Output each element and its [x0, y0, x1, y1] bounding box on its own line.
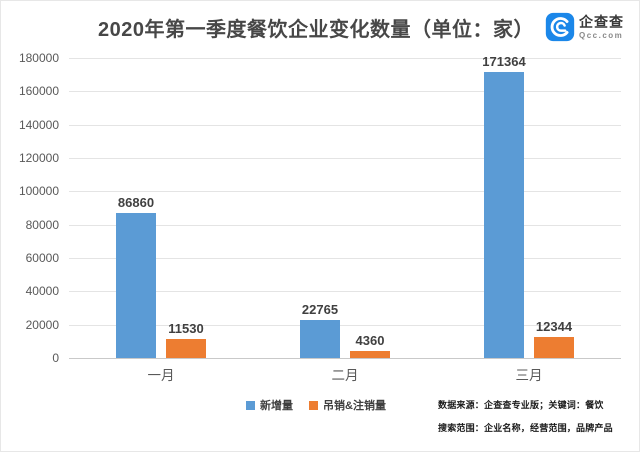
x-category-label: 一月 [147, 368, 175, 383]
plot-area [69, 58, 621, 359]
gridline [69, 324, 621, 326]
x-category-label: 二月 [331, 368, 359, 383]
qcc-swirl-icon [545, 12, 575, 42]
legend-label: 吊销&注销量 [323, 400, 386, 412]
bar: 171364 [482, 54, 526, 358]
bar: 11530 [166, 321, 206, 358]
y-tick-label: 80000 [25, 217, 59, 232]
legend-label: 新增量 [260, 400, 294, 412]
scope-note: 搜索范围：企业名称，经营范围，品牌产品 [438, 423, 613, 433]
bar-value-label: 12344 [535, 319, 573, 335]
bar-value-label: 22765 [301, 302, 339, 318]
y-tick-label: 60000 [25, 251, 59, 265]
bar-value-label: 171364 [482, 54, 526, 70]
y-tick-label: 120000 [18, 151, 59, 165]
bar-value-label: 86860 [117, 195, 155, 211]
qcc-logo-text: 企查查 Qcc.com [579, 15, 624, 40]
bar: 12344 [534, 319, 574, 358]
legend-item: 新增量 [246, 397, 293, 413]
gridline [69, 291, 621, 293]
source-note: 数据来源：企查查专业版；关键词：餐饮 [438, 400, 604, 410]
legend-swatch [246, 400, 256, 410]
bar-group: 86860 11530 [69, 58, 253, 358]
gridline [69, 258, 621, 259]
footnotes: 数据来源：企查查专业版；关键词：餐饮 搜索范围：企业名称，经营范围，品牌产品 [438, 399, 613, 435]
bar: 4360 [350, 333, 390, 358]
gridline [69, 158, 621, 159]
bar-group: 171364 12344 [437, 54, 621, 358]
x-axis-labels: 一月 二月 三月 [69, 364, 621, 384]
y-tick-label: 0 [52, 351, 59, 365]
gridline [69, 58, 621, 59]
legend-swatch [309, 400, 319, 410]
y-axis-labels: 0 20000 40000 60000 80000 100000 120000 140000 1… [1, 51, 59, 365]
bar-value-label: 11530 [168, 320, 204, 336]
y-tick-label: 20000 [25, 317, 59, 332]
logo-domain: Qcc.com [579, 30, 624, 40]
y-tick-label: 140000 [18, 117, 59, 132]
bar: 22765 [300, 302, 340, 358]
y-tick-label: 160000 [18, 84, 59, 99]
legend-item: 吊销&注销量 [309, 397, 386, 413]
bar-group: 22765 4360 [253, 58, 437, 358]
chart-title: 2020年第一季度餐饮企业变化数量（单位：家） [98, 19, 534, 41]
gridline [69, 358, 621, 359]
qcc-logo: 企查查 Qcc.com [545, 12, 624, 42]
y-tick-label: 180000 [18, 51, 59, 65]
gridline [69, 191, 621, 193]
bar: 86860 [116, 195, 156, 358]
x-category-label: 三月 [515, 368, 543, 383]
gridline [69, 224, 621, 226]
y-tick-label: 40000 [25, 284, 59, 299]
bar-value-label: 4360 [355, 332, 385, 348]
gridline [69, 91, 621, 93]
logo-brand: 企查查 [579, 13, 624, 30]
y-tick-label: 100000 [18, 184, 59, 199]
gridline [69, 124, 621, 126]
legend: 新增量 吊销&注销量 [1, 397, 631, 413]
bar-groups: 86860 11530 22765 4360 171364 12344 [69, 54, 621, 358]
